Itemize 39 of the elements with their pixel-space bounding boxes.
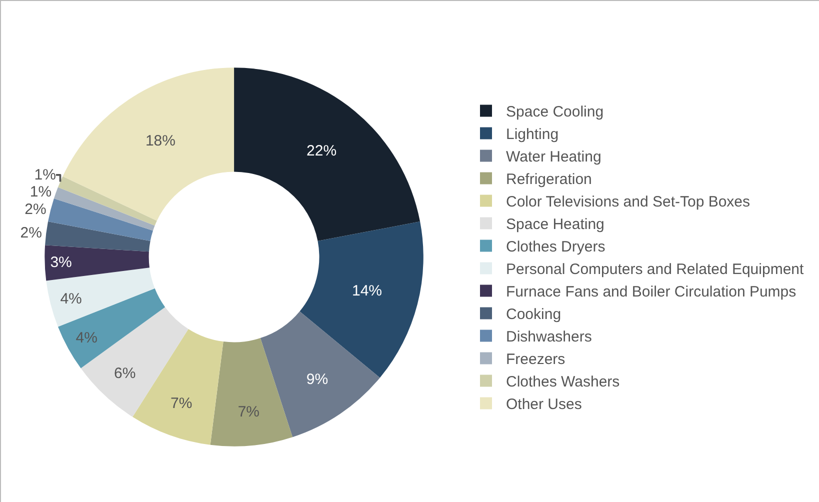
donut-slice [210,338,293,446]
data-label: 7% [170,394,192,412]
data-label: 7% [238,403,260,420]
legend-label: Furnace Fans and Boiler Circulation Pumps [506,284,796,301]
data-label: 9% [306,370,328,388]
legend-label: Cooking [506,306,562,324]
legend-label: Space Cooling [506,104,604,121]
donut-slice [46,268,155,327]
data-label: 2% [20,224,42,242]
donut-slice [62,68,234,221]
donut-slice [234,68,420,242]
data-label: 6% [114,364,136,382]
donut-slice [58,176,157,226]
donut-slice [45,222,150,252]
data-label: 18% [145,132,176,150]
legend-label: Dishwashers [506,328,592,346]
data-label: 4% [60,290,82,308]
data-label: 1% [34,166,56,184]
donut-slice [54,187,155,231]
donut-slice [48,198,153,242]
legend-label: Color Televisions and Set-Top Boxes [506,194,750,211]
legend-label: Water Heating [506,148,602,166]
legend-label: Refrigeration [506,171,592,188]
legend-label: Other Uses [506,396,582,414]
legend-label: Space Heating [506,216,604,234]
legend-label: Clothes Dryers [506,238,606,256]
data-label: 1% [30,183,52,200]
legend-label: Personal Computers and Related Equipment [506,261,805,278]
data-label: 22% [306,142,337,160]
legend-label: Clothes Washers [506,374,620,391]
donut-slice [44,245,150,281]
donut-slice [260,311,380,438]
legend-label: Lighting [506,126,559,144]
data-label: 2% [24,200,46,218]
donut-slice [58,288,166,368]
data-label: 3% [50,254,72,271]
data-label: 4% [76,330,98,347]
data-label: 14% [352,282,382,300]
legend-label: Freezers [506,351,566,368]
